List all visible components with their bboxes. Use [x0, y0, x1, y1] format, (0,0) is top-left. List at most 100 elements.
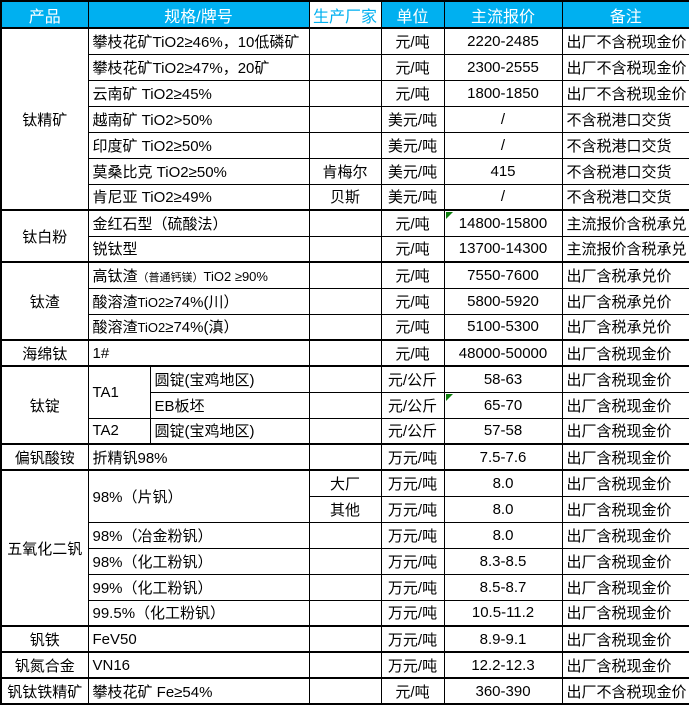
note-cell[interactable]: 出厂含税现金价 — [561, 495, 689, 523]
producer-cell[interactable] — [308, 547, 382, 575]
unit-cell[interactable]: 元/吨 — [380, 261, 445, 289]
price-cell[interactable]: 10.5-11.2 — [443, 599, 563, 627]
price-cell[interactable]: 2300-2555 — [443, 53, 563, 81]
price-cell[interactable]: 57-58 — [443, 417, 563, 445]
unit-cell[interactable]: 美元/吨 — [380, 157, 445, 185]
unit-cell[interactable]: 万元/吨 — [380, 573, 445, 601]
note-cell[interactable]: 出厂含税现金价 — [561, 573, 689, 601]
note-cell[interactable]: 出厂含税现金价 — [561, 547, 689, 575]
spec-cell[interactable]: 云南矿 TiO2≥45% — [87, 79, 310, 107]
spec-cell[interactable]: 锐钛型 — [87, 235, 310, 263]
product-cell[interactable]: 钒钛铁精矿 — [0, 677, 89, 705]
header-note[interactable]: 备注 — [561, 0, 689, 29]
unit-cell[interactable]: 美元/吨 — [380, 131, 445, 159]
price-cell[interactable]: 415 — [443, 157, 563, 185]
spec-cell[interactable]: 98%（化工粉钒） — [87, 547, 310, 575]
product-cell[interactable]: 钒铁 — [0, 625, 89, 653]
spec-cell[interactable]: 莫桑比克 TiO2≥50% — [87, 157, 310, 185]
note-cell[interactable]: 出厂含税现金价 — [561, 651, 689, 679]
producer-cell[interactable] — [308, 651, 382, 679]
header-price[interactable]: 主流报价 — [443, 0, 563, 29]
spec-cell[interactable]: 高钛渣（普通钙镁）TiO2 ≥90% — [87, 261, 310, 289]
producer-cell[interactable]: 贝斯 — [308, 183, 382, 211]
spec-cell[interactable]: 酸溶渣TiO2≥74%(滇） — [87, 313, 310, 341]
product-cell[interactable]: 钛锭 — [0, 365, 89, 445]
unit-cell[interactable]: 美元/吨 — [380, 105, 445, 133]
note-cell[interactable]: 不含税港口交货 — [561, 183, 689, 211]
type-cell[interactable]: 圆锭(宝鸡地区) — [149, 417, 310, 445]
producer-cell[interactable] — [308, 391, 382, 419]
producer-cell[interactable]: 肯梅尔 — [308, 157, 382, 185]
unit-cell[interactable]: 元/吨 — [380, 235, 445, 263]
producer-cell[interactable] — [308, 287, 382, 315]
product-cell[interactable]: 钛渣 — [0, 261, 89, 341]
unit-cell[interactable]: 元/吨 — [380, 287, 445, 315]
unit-cell[interactable]: 万元/吨 — [380, 599, 445, 627]
note-cell[interactable]: 出厂含税承兑价 — [561, 261, 689, 289]
unit-cell[interactable]: 美元/吨 — [380, 183, 445, 211]
spec-cell[interactable]: 攀枝花矿TiO2≥47%，20矿 — [87, 53, 310, 81]
unit-cell[interactable]: 元/吨 — [380, 313, 445, 341]
spec-cell[interactable]: 折精钒98% — [87, 443, 310, 471]
product-cell[interactable]: 五氧化二钒 — [0, 469, 89, 627]
type-cell[interactable]: 圆锭(宝鸡地区) — [149, 365, 310, 393]
unit-cell[interactable]: 万元/吨 — [380, 651, 445, 679]
producer-cell[interactable] — [308, 339, 382, 367]
note-cell[interactable]: 出厂含税现金价 — [561, 443, 689, 471]
price-cell[interactable]: 8.0 — [443, 495, 563, 523]
note-cell[interactable]: 出厂含税现金价 — [561, 469, 689, 497]
unit-cell[interactable]: 元/吨 — [380, 79, 445, 107]
price-cell[interactable]: 5800-5920 — [443, 287, 563, 315]
producer-cell[interactable] — [308, 27, 382, 55]
spec-cell[interactable]: 98%（冶金粉钒） — [87, 521, 310, 549]
product-cell[interactable]: 钛白粉 — [0, 209, 89, 263]
note-cell[interactable]: 主流报价含税承兑 — [561, 209, 689, 237]
price-cell[interactable]: 13700-14300 — [443, 235, 563, 263]
price-cell[interactable]: 1800-1850 — [443, 79, 563, 107]
price-cell[interactable]: 7550-7600 — [443, 261, 563, 289]
unit-cell[interactable]: 万元/吨 — [380, 625, 445, 653]
producer-cell[interactable] — [308, 261, 382, 289]
price-cell[interactable]: 360-390 — [443, 677, 563, 705]
price-cell[interactable]: 14800-15800 — [443, 209, 563, 237]
producer-cell[interactable] — [308, 599, 382, 627]
price-cell[interactable]: / — [443, 183, 563, 211]
type-cell[interactable]: EB板坯 — [149, 391, 310, 419]
producer-cell[interactable] — [308, 573, 382, 601]
price-cell[interactable]: 8.0 — [443, 521, 563, 549]
note-cell[interactable]: 出厂含税现金价 — [561, 599, 689, 627]
note-cell[interactable]: 出厂含税现金价 — [561, 417, 689, 445]
spec-cell[interactable]: 印度矿 TiO2≥50% — [87, 131, 310, 159]
price-cell[interactable]: 48000-50000 — [443, 339, 563, 367]
header-producer[interactable]: 生产厂家 — [308, 0, 382, 29]
unit-cell[interactable]: 万元/吨 — [380, 547, 445, 575]
price-cell[interactable]: 58-63 — [443, 365, 563, 393]
note-cell[interactable]: 出厂含税现金价 — [561, 365, 689, 393]
unit-cell[interactable]: 元/公斤 — [380, 417, 445, 445]
unit-cell[interactable]: 万元/吨 — [380, 443, 445, 471]
price-cell[interactable]: 8.9-9.1 — [443, 625, 563, 653]
spec-cell[interactable]: 越南矿 TiO2>50% — [87, 105, 310, 133]
note-cell[interactable]: 不含税港口交货 — [561, 105, 689, 133]
spec-cell[interactable]: 酸溶渣TiO2≥74%(川） — [87, 287, 310, 315]
producer-cell[interactable] — [308, 235, 382, 263]
note-cell[interactable]: 不含税港口交货 — [561, 157, 689, 185]
product-cell[interactable]: 钛精矿 — [0, 27, 89, 211]
spec-cell[interactable]: 肯尼亚 TiO2≥49% — [87, 183, 310, 211]
price-cell[interactable]: 65-70 — [443, 391, 563, 419]
spec-cell[interactable]: FeV50 — [87, 625, 310, 653]
producer-cell[interactable] — [308, 625, 382, 653]
spec-cell[interactable]: 1# — [87, 339, 310, 367]
spec-cell[interactable]: 金红石型（硫酸法） — [87, 209, 310, 237]
grade-cell[interactable]: TA2 — [87, 417, 151, 445]
producer-cell[interactable] — [308, 417, 382, 445]
producer-cell[interactable]: 大厂 — [308, 469, 382, 497]
spec-cell[interactable]: VN16 — [87, 651, 310, 679]
spec-cell[interactable]: 98%（片钒） — [87, 469, 310, 523]
note-cell[interactable]: 出厂含税现金价 — [561, 391, 689, 419]
note-cell[interactable]: 出厂不含税现金价 — [561, 79, 689, 107]
note-cell[interactable]: 出厂含税承兑价 — [561, 287, 689, 315]
spec-cell[interactable]: 99%（化工粉钒） — [87, 573, 310, 601]
unit-cell[interactable]: 万元/吨 — [380, 469, 445, 497]
producer-cell[interactable] — [308, 79, 382, 107]
